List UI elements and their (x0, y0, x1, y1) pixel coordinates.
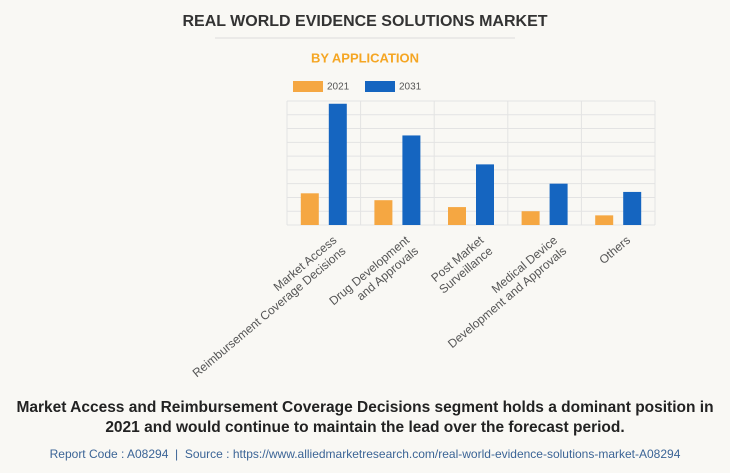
bar (374, 200, 393, 225)
bar (623, 191, 642, 225)
bar (328, 103, 347, 225)
chart-subtitle: BY APPLICATION (311, 50, 419, 65)
legend-label: 2021 (327, 82, 350, 93)
bar (448, 207, 466, 225)
bar (521, 211, 540, 225)
bar (549, 183, 568, 225)
footer: Report Code : A08294 | Source : https://… (49, 447, 681, 461)
bar (402, 135, 421, 225)
legend-swatch (293, 81, 323, 92)
chart-title: REAL WORLD EVIDENCE SOLUTIONS MARKET (182, 13, 547, 30)
legend-swatch (365, 81, 395, 92)
legend-label: 2031 (399, 82, 422, 93)
caption: Market Access and Reimbursement Coverage… (16, 399, 714, 436)
bar (595, 215, 614, 225)
bar (300, 193, 319, 225)
bar (476, 164, 494, 225)
